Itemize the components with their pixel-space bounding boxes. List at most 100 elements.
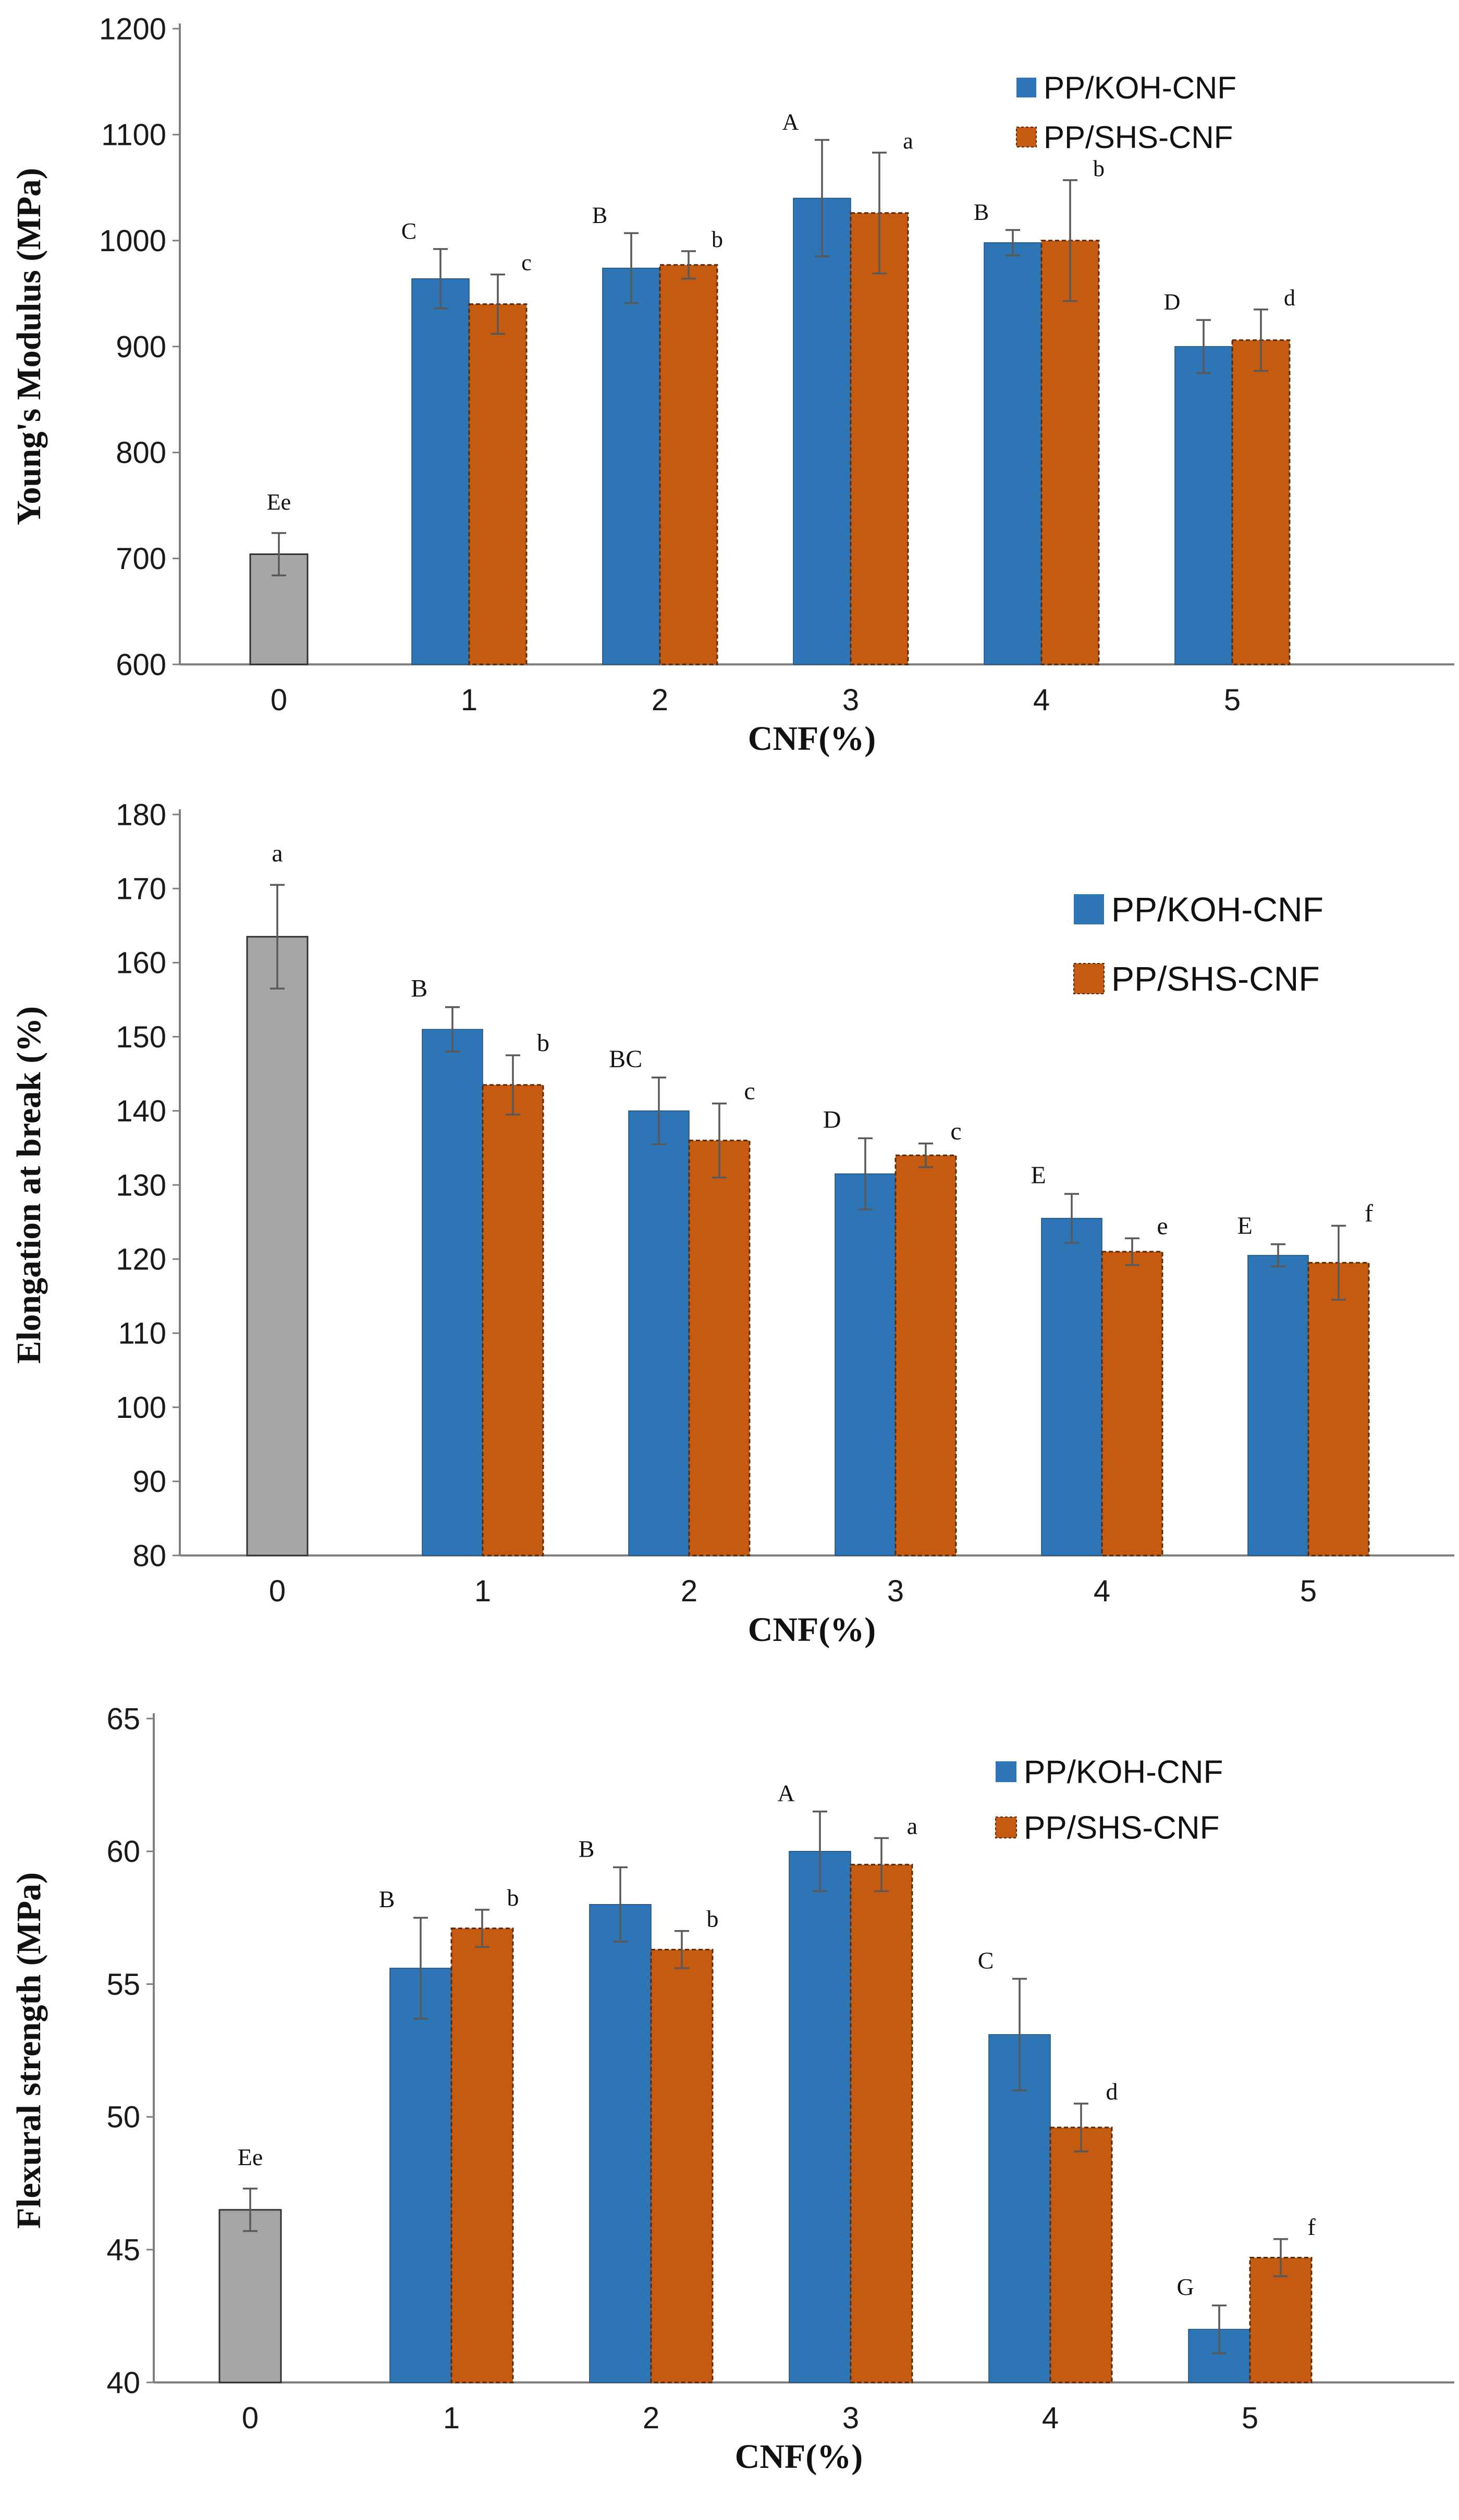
bar-koh-cnf [1174,346,1233,665]
y-tick-label: 160 [116,946,166,980]
legend-label: PP/KOH-CNF [1024,1755,1223,1790]
legend: PP/KOH-CNF PP/SHS-CNF [995,1755,1223,1846]
y-tick-label: 130 [116,1168,166,1202]
x-tick-label: 4 [1042,2401,1059,2435]
significance-label: c [950,1117,961,1145]
significance-label: BC [609,1045,642,1073]
y-tick-label: 110 [118,1317,166,1351]
x-tick-label: 0 [269,1574,286,1608]
y-tick-label: 65 [106,1702,140,1736]
significance-label: D [1164,289,1181,315]
bar-shs-cnf [650,1948,714,2383]
x-tick-label: 5 [1242,2401,1258,2435]
x-tick-label: 2 [681,1574,697,1608]
x-tick-label: 1 [474,1574,491,1608]
x-axis-title: CNF(%) [748,720,876,758]
significance-label: B [592,202,607,228]
legend-label: PP/SHS-CNF [1024,1810,1219,1846]
y-tick-label: 150 [116,1020,166,1054]
x-tick-label: 3 [842,683,859,717]
y-axis-title: Flexural strength (MPa) [10,1872,48,2229]
significance-label: B [974,199,989,225]
bar-shs-cnf [688,1140,751,1557]
bar-koh-cnf [422,1029,483,1556]
bar-shs-cnf [850,1863,913,2383]
x-axis-title: CNF(%) [735,2438,863,2476]
significance-label: f [1365,1200,1373,1227]
x-tick-label: 3 [842,2401,859,2435]
legend-swatch-shs-cnf [995,1817,1017,1838]
legend-swatch-shs-cnf [1016,127,1037,147]
y-tick-label: 50 [106,2101,140,2134]
y-tick-label: 45 [106,2233,140,2267]
bar-shs-cnf [850,212,909,665]
bar-shs-cnf [1307,1262,1370,1557]
x-axis-title: CNF(%) [748,1611,876,1649]
significance-label: c [521,250,532,276]
bar-koh-cnf [793,197,851,665]
y-tick-label: 1000 [99,224,166,258]
bar-shs-cnf [468,303,528,665]
bar-koh-cnf [984,242,1042,665]
y-tick-label: 1200 [99,12,166,46]
chart-elongation-at-break: 80 90 100 110 120 130 140 150 160 170 180 0 1 2 3 4 5 CNF… [10,798,1454,1649]
legend-label: PP/KOH-CNF [1111,890,1323,929]
bar-koh-cnf [628,1110,690,1556]
bar-shs-cnf [659,264,718,665]
significance-label: E [1031,1162,1046,1189]
significance-label: a [903,128,913,154]
significance-label: C [978,1947,994,1973]
legend-swatch-koh-cnf [996,1761,1016,1782]
y-tick-label: 40 [106,2366,140,2400]
y-tick-label: 60 [106,1835,140,1869]
legend-swatch-koh-cnf [1074,894,1104,924]
significance-label: b [707,1906,719,1932]
chart-youngs-modulus: 600 700 800 900 1000 1100 1200 0 1 2 3 4 5 CNF(%) Youn… [10,12,1454,758]
y-tick-label: 140 [116,1094,166,1128]
legend: PP/KOH-CNF PP/SHS-CNF [1073,890,1323,998]
bar-shs-cnf [1231,339,1291,665]
y-tick-label: 180 [116,798,166,832]
x-tick-label: 1 [461,683,477,717]
bar-shs-cnf [450,1928,514,2383]
x-tick-label: 5 [1300,1574,1317,1608]
bar-shs-cnf [894,1154,957,1557]
significance-label: D [823,1106,841,1133]
bar-control [218,2209,282,2383]
bar-koh-cnf [988,2034,1051,2383]
y-tick-label: 55 [106,1968,140,2002]
legend-label: PP/KOH-CNF [1044,70,1236,105]
bar-control [246,936,309,1557]
x-tick-label: 0 [271,683,287,717]
y-tick-label: 100 [116,1391,166,1425]
bar-koh-cnf [589,1904,652,2383]
bar-koh-cnf [602,267,660,665]
y-tick-label: 120 [116,1243,166,1277]
bar-koh-cnf [1247,1255,1309,1556]
legend-label: PP/SHS-CNF [1044,120,1233,155]
significance-label: A [782,109,799,135]
x-tick-label: 5 [1224,683,1241,717]
significance-label: E [1237,1212,1253,1240]
significance-label: B [579,1835,595,1862]
bar-koh-cnf [411,278,470,665]
bar-shs-cnf [1040,240,1100,665]
legend-swatch-shs-cnf [1073,963,1105,994]
significance-label: d [1284,285,1295,311]
x-tick-label: 4 [1033,683,1050,717]
significance-label: b [712,227,723,252]
y-tick-label: 900 [116,330,166,364]
significance-label: a [907,1812,917,1839]
significance-label: b [1093,156,1105,181]
x-tick-label: 4 [1094,1574,1110,1608]
x-tick-label: 1 [443,2401,460,2435]
significance-label: Ee [238,2144,263,2170]
x-tick-label: 2 [652,683,668,717]
significance-label: a [272,839,283,867]
x-tick-label: 2 [643,2401,659,2435]
y-tick-label: 800 [116,436,166,470]
y-axis-title: Elongation at break (%) [10,1006,48,1364]
significance-label: e [1157,1212,1168,1240]
legend-swatch-koh-cnf [1016,78,1036,97]
